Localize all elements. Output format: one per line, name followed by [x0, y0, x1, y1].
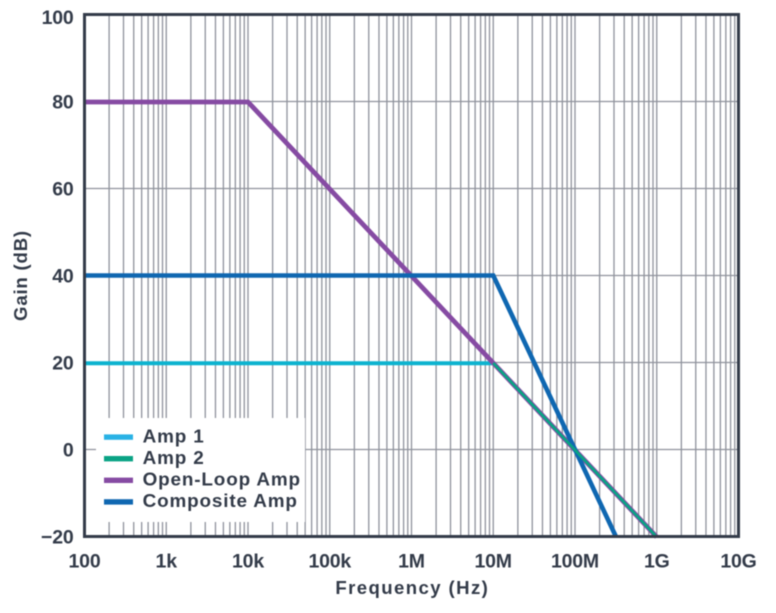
- svg-text:Frequency (Hz): Frequency (Hz): [335, 577, 489, 598]
- svg-text:100: 100: [69, 551, 101, 573]
- svg-text:100k: 100k: [309, 551, 352, 573]
- svg-text:1M: 1M: [398, 551, 425, 573]
- svg-text:Amp 2: Amp 2: [143, 448, 205, 469]
- svg-text:Composite Amp: Composite Amp: [143, 491, 298, 512]
- svg-text:1k: 1k: [156, 551, 178, 573]
- svg-text:Amp 1: Amp 1: [143, 426, 205, 447]
- svg-text:40: 40: [52, 266, 74, 288]
- svg-text:−20: −20: [41, 527, 74, 549]
- svg-text:20: 20: [52, 353, 74, 375]
- svg-text:10G: 10G: [720, 551, 756, 573]
- svg-text:10M: 10M: [475, 551, 512, 573]
- svg-text:0: 0: [63, 440, 74, 462]
- svg-text:Gain (dB): Gain (dB): [10, 230, 31, 321]
- svg-text:Open-Loop Amp: Open-Loop Amp: [143, 470, 301, 491]
- svg-text:100M: 100M: [551, 551, 599, 573]
- svg-text:10k: 10k: [232, 551, 264, 573]
- svg-text:80: 80: [52, 92, 74, 114]
- svg-text:100: 100: [42, 7, 74, 29]
- svg-text:60: 60: [52, 179, 74, 201]
- svg-text:1G: 1G: [644, 551, 670, 573]
